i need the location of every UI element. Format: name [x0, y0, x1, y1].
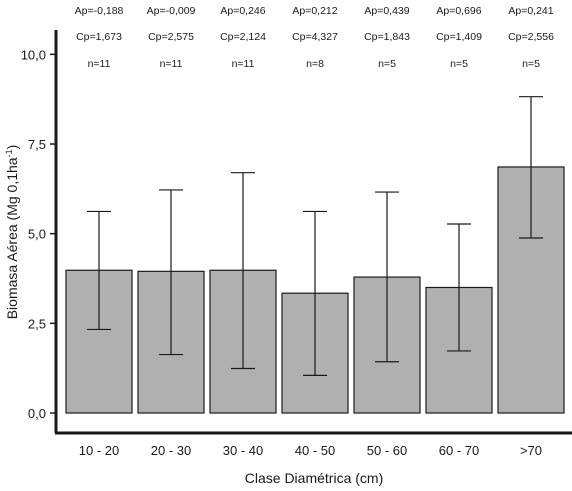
annotation-cp: Cp=1,409: [436, 31, 482, 43]
annotation-n: n=11: [88, 58, 111, 70]
annotation-n: n=8: [306, 58, 324, 70]
annotation-n: n=11: [232, 58, 255, 70]
annotation-ap: Ap=0,246: [220, 5, 265, 17]
annotation-n: n=11: [160, 58, 183, 70]
annotation-cp: Cp=2,575: [148, 31, 194, 43]
x-axis-tick-labels: 10 - 20 20 - 30 30 - 40 40 - 50 50 - 60 60 - …: [79, 443, 542, 458]
annotation-cp: Cp=2,556: [508, 31, 554, 43]
annotation-ap: Ap=0,212: [292, 5, 337, 17]
y-axis-title-close: ): [4, 145, 20, 150]
x-tick-label: 20 - 30: [151, 443, 191, 458]
x-tick-label: 30 - 40: [223, 443, 263, 458]
annotation-ap: Ap=0,439: [364, 5, 409, 17]
y-tick-label: 2,5: [28, 316, 46, 331]
annotation-cp: Cp=1,673: [76, 31, 122, 43]
y-axis-title-main: Biomasa Aérea (Mg 0,1ha: [4, 157, 20, 319]
y-axis-title-superscript: -1: [4, 149, 14, 157]
annotations-layer: Ap=-0,188 Cp=1,673 n=11 Ap=-0,009 Cp=2,575 n=…: [75, 5, 554, 70]
y-tick-label: 5,0: [28, 227, 46, 242]
y-axis-title: Biomasa Aérea (Mg 0,1ha-1): [4, 145, 20, 320]
x-tick-label: 10 - 20: [79, 443, 119, 458]
error-bars-layer: [87, 96, 543, 376]
x-tick-label: 60 - 70: [439, 443, 479, 458]
annotation-ap: Ap=-0,009: [147, 5, 196, 17]
y-tick-label: 10,0: [21, 47, 46, 62]
x-tick-label: 50 - 60: [367, 443, 407, 458]
annotation-ap: Ap=-0,188: [75, 5, 124, 17]
bars-layer: [65, 166, 565, 414]
annotation-cp: Cp=1,843: [364, 31, 410, 43]
x-tick-label: >70: [520, 443, 542, 458]
y-tick-label: 7,5: [28, 137, 46, 152]
annotation-cp: Cp=4,327: [292, 31, 338, 43]
annotation-n: n=5: [450, 58, 468, 70]
annotation-cp: Cp=2,124: [220, 31, 266, 43]
y-tick-label: 0,0: [28, 406, 46, 421]
x-axis-title: Clase Diamétrica (cm): [245, 470, 383, 486]
x-tick-label: 40 - 50: [295, 443, 335, 458]
annotation-ap: Ap=0,696: [436, 5, 481, 17]
annotation-n: n=5: [378, 58, 396, 70]
y-axis-ticks: 0,0 2,5 5,0 7,5 10,0: [21, 47, 56, 421]
annotation-n: n=5: [522, 58, 540, 70]
annotation-ap: Ap=0,241: [508, 5, 553, 17]
